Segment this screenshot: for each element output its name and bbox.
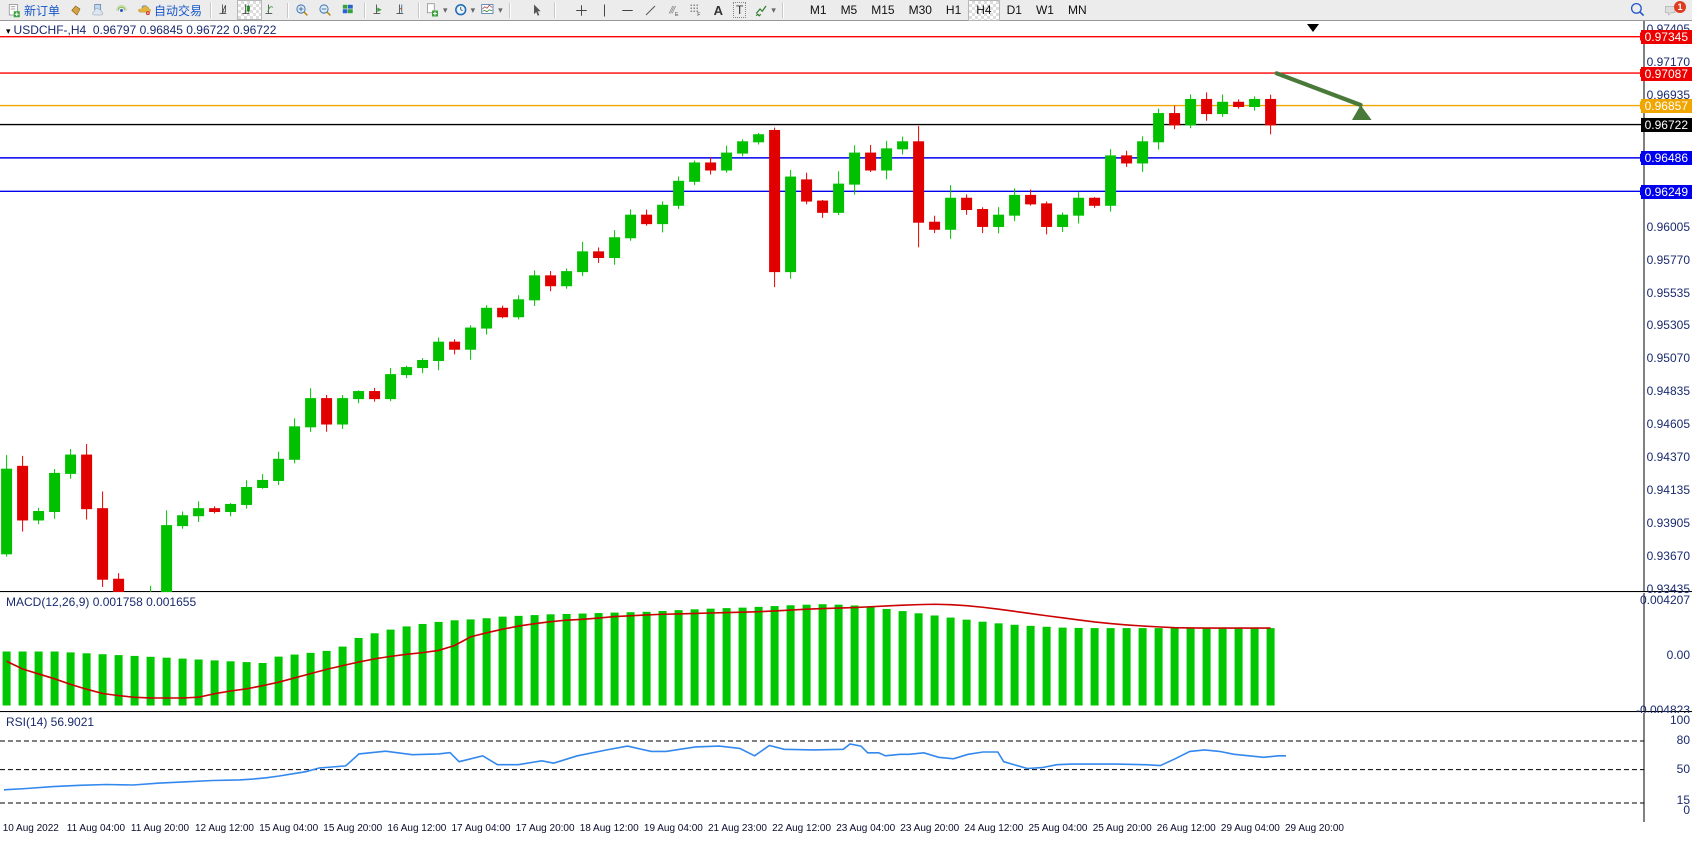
svg-text:E: E xyxy=(675,11,679,17)
svg-text:F: F xyxy=(697,11,700,17)
